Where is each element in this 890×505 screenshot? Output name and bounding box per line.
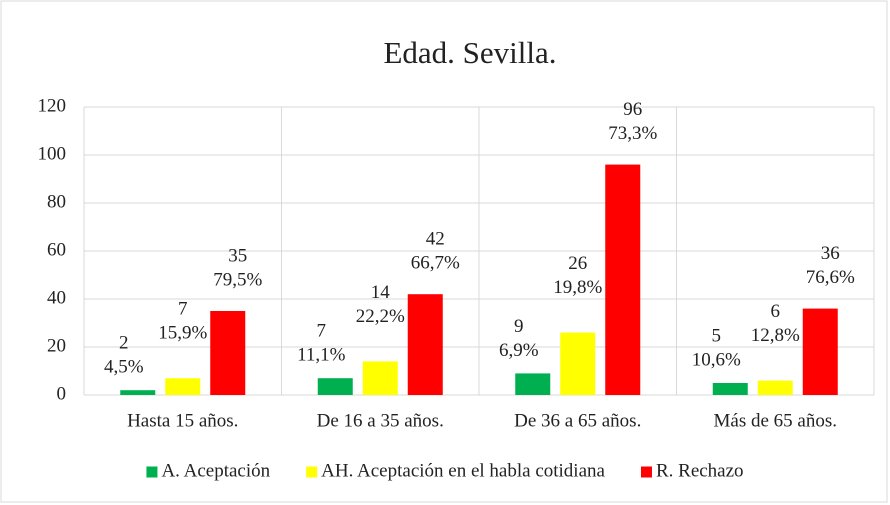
percent-label: 10,6% <box>692 349 741 370</box>
percent-label: 76,6% <box>806 267 855 288</box>
y-tick-label: 40 <box>47 287 66 308</box>
value-label: 9 <box>514 316 524 337</box>
legend-swatch <box>146 466 158 478</box>
legend-label: R. Rechazo <box>656 460 744 481</box>
bar <box>712 383 748 395</box>
percent-label: 4,5% <box>104 357 144 378</box>
y-tick-label: 60 <box>47 239 66 260</box>
bar <box>515 373 551 395</box>
legend-label: A. Aceptación <box>161 460 270 481</box>
value-label: 2 <box>119 333 129 354</box>
value-label: 6 <box>771 301 781 322</box>
bar <box>802 308 838 395</box>
bar <box>210 311 246 395</box>
bar <box>605 164 641 395</box>
value-label: 35 <box>228 245 247 266</box>
value-label: 36 <box>821 243 840 264</box>
bar <box>362 361 398 395</box>
y-tick-label: 120 <box>38 95 67 116</box>
percent-label: 66,7% <box>411 253 460 274</box>
value-label: 7 <box>178 299 188 320</box>
bar <box>317 378 353 395</box>
percent-label: 22,2% <box>356 306 405 327</box>
bar <box>120 390 156 395</box>
legend-swatch <box>640 466 652 478</box>
y-tick-label: 20 <box>47 335 66 356</box>
y-tick-label: 100 <box>38 143 67 164</box>
value-label: 42 <box>426 229 445 250</box>
value-label: 5 <box>712 325 722 346</box>
x-tick-label: De 16 a 35 años. <box>317 410 444 431</box>
percent-label: 12,8% <box>751 325 800 346</box>
legend-swatch <box>306 466 318 478</box>
y-tick-label: 80 <box>47 191 66 212</box>
y-tick-label: 0 <box>57 383 67 404</box>
chart-title: Edad. Sevilla. <box>383 35 556 70</box>
bar <box>560 332 596 395</box>
bar <box>165 378 201 395</box>
percent-label: 19,8% <box>553 277 602 298</box>
percent-label: 6,9% <box>499 340 539 361</box>
value-label: 7 <box>317 321 327 342</box>
legend-label: AH. Aceptación en el habla cotidiana <box>321 460 605 481</box>
percent-label: 73,3% <box>608 123 657 144</box>
percent-label: 11,1% <box>297 345 346 366</box>
x-tick-label: Hasta 15 años. <box>127 410 238 431</box>
bar <box>407 294 443 395</box>
x-tick-label: Más de 65 años. <box>714 410 837 431</box>
value-label: 96 <box>623 99 642 120</box>
value-label: 14 <box>371 282 391 303</box>
percent-label: 15,9% <box>158 323 207 344</box>
bar <box>757 380 793 395</box>
x-tick-label: De 36 a 65 años. <box>514 410 641 431</box>
value-label: 26 <box>568 253 587 274</box>
percent-label: 79,5% <box>213 269 262 290</box>
